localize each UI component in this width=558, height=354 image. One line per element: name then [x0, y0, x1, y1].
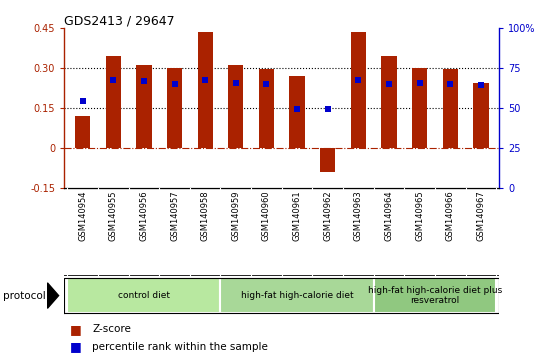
Text: GSM140964: GSM140964 [384, 190, 393, 241]
Text: GSM140955: GSM140955 [109, 190, 118, 241]
Bar [320, 148, 335, 172]
Text: control diet: control diet [118, 291, 170, 300]
Text: GSM140967: GSM140967 [477, 190, 485, 241]
Bar [259, 69, 274, 148]
Text: GSM140958: GSM140958 [201, 190, 210, 241]
Text: GSM140965: GSM140965 [415, 190, 424, 241]
Bar [136, 65, 152, 148]
Bar [105, 56, 121, 148]
Bar [75, 116, 90, 148]
Text: high-fat high-calorie diet plus
resveratrol: high-fat high-calorie diet plus resverat… [368, 286, 502, 305]
Bar [473, 83, 489, 148]
Bar [412, 68, 427, 148]
Bar [67, 278, 220, 313]
Text: GSM140957: GSM140957 [170, 190, 179, 241]
Bar [290, 76, 305, 148]
Text: GSM140966: GSM140966 [446, 190, 455, 241]
FancyArrow shape [47, 283, 59, 308]
Bar [220, 278, 374, 313]
Bar [198, 32, 213, 148]
Bar [351, 32, 366, 148]
Text: ■: ■ [70, 323, 81, 336]
Text: GSM140963: GSM140963 [354, 190, 363, 241]
Bar [228, 65, 243, 148]
Text: GSM140962: GSM140962 [323, 190, 332, 241]
Text: GSM140959: GSM140959 [232, 190, 240, 241]
Text: protocol: protocol [3, 291, 46, 301]
Text: percentile rank within the sample: percentile rank within the sample [92, 342, 268, 352]
Text: GSM140960: GSM140960 [262, 190, 271, 241]
Text: GDS2413 / 29647: GDS2413 / 29647 [64, 14, 175, 27]
Text: GSM140956: GSM140956 [140, 190, 148, 241]
Text: GSM140961: GSM140961 [292, 190, 302, 241]
Text: GSM140954: GSM140954 [78, 190, 87, 241]
Bar [167, 68, 182, 148]
Bar [374, 278, 497, 313]
Text: Z-score: Z-score [92, 324, 131, 334]
Bar [442, 69, 458, 148]
Text: ■: ■ [70, 341, 81, 353]
Text: high-fat high-calorie diet: high-fat high-calorie diet [241, 291, 353, 300]
Bar [382, 56, 397, 148]
